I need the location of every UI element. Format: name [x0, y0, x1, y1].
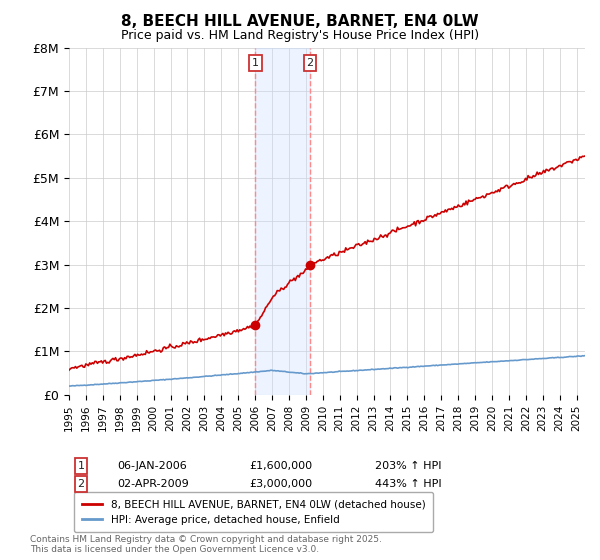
Text: 1: 1 [252, 58, 259, 68]
Text: Price paid vs. HM Land Registry's House Price Index (HPI): Price paid vs. HM Land Registry's House … [121, 29, 479, 42]
Text: 203% ↑ HPI: 203% ↑ HPI [375, 461, 442, 471]
Text: 443% ↑ HPI: 443% ↑ HPI [375, 479, 442, 489]
Text: 06-JAN-2006: 06-JAN-2006 [117, 461, 187, 471]
Text: Contains HM Land Registry data © Crown copyright and database right 2025.
This d: Contains HM Land Registry data © Crown c… [30, 535, 382, 554]
Text: £3,000,000: £3,000,000 [249, 479, 312, 489]
Legend: 8, BEECH HILL AVENUE, BARNET, EN4 0LW (detached house), HPI: Average price, deta: 8, BEECH HILL AVENUE, BARNET, EN4 0LW (d… [74, 492, 433, 532]
Text: 2: 2 [307, 58, 314, 68]
Text: 2: 2 [77, 479, 85, 489]
Bar [256, 48, 310, 395]
Text: 8, BEECH HILL AVENUE, BARNET, EN4 0LW: 8, BEECH HILL AVENUE, BARNET, EN4 0LW [121, 14, 479, 29]
Text: £1,600,000: £1,600,000 [249, 461, 312, 471]
Text: 02-APR-2009: 02-APR-2009 [117, 479, 189, 489]
Text: 1: 1 [77, 461, 85, 471]
